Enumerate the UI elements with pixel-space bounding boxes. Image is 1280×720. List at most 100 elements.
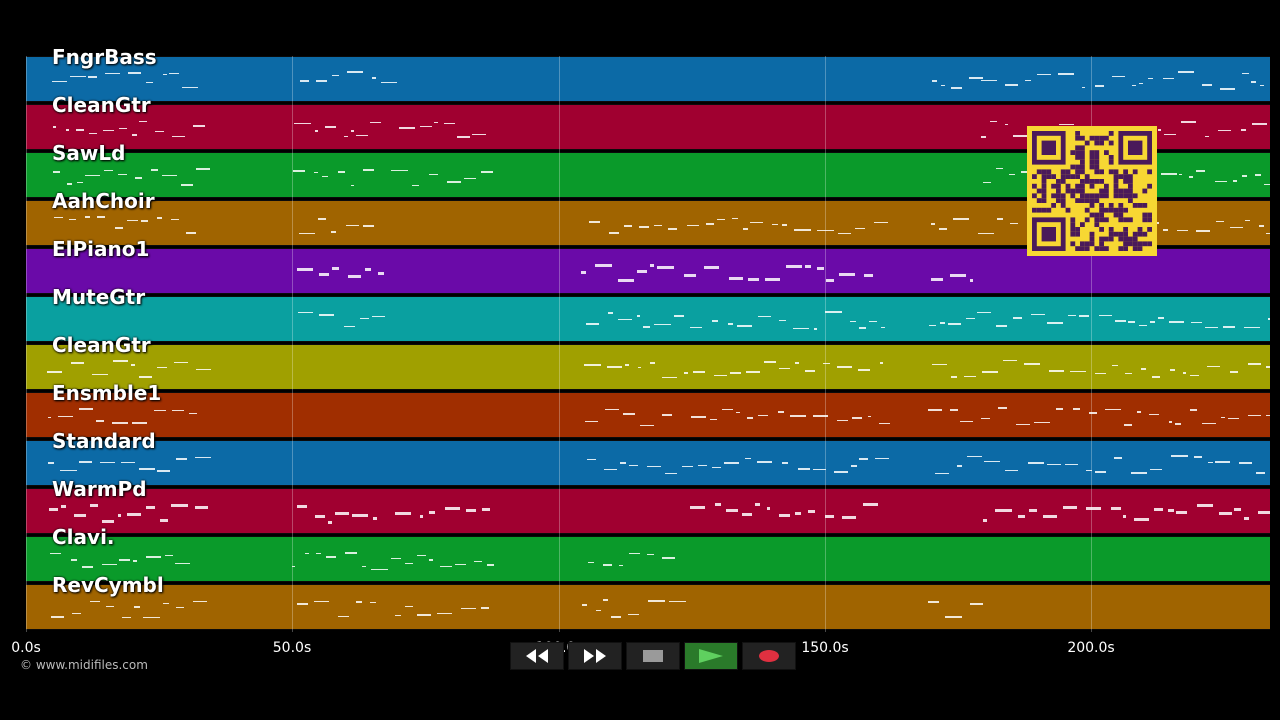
midi-note (639, 226, 650, 228)
midi-note (969, 77, 984, 79)
midi-note (744, 457, 751, 460)
midi-note (757, 315, 772, 318)
midi-note (68, 218, 76, 221)
midi-note (1036, 73, 1051, 76)
midi-note (611, 616, 621, 618)
midi-note (854, 227, 865, 230)
record-button[interactable] (742, 642, 796, 670)
midi-note (156, 366, 168, 369)
midi-note (786, 264, 803, 268)
midi-note (797, 468, 811, 470)
midi-note (154, 130, 164, 133)
midi-note (404, 605, 414, 608)
midi-note (781, 462, 788, 464)
midi-note (131, 134, 138, 136)
midi-note (859, 458, 868, 460)
midi-note (1215, 461, 1230, 463)
midi-note (416, 554, 426, 557)
midi-note (350, 130, 354, 132)
midi-note (97, 216, 106, 218)
midi-note (650, 263, 654, 267)
midi-note (370, 568, 388, 571)
midi-note (838, 232, 851, 235)
midi-note (59, 469, 77, 472)
midi-note (331, 231, 337, 233)
midi-note (151, 169, 158, 171)
midi-note (657, 266, 674, 270)
midi-note (440, 565, 452, 568)
midi-note (1058, 123, 1075, 126)
midi-note (804, 264, 812, 268)
midi-note (481, 607, 489, 609)
midi-note (419, 125, 432, 128)
midi-note (82, 566, 93, 568)
midi-note (746, 417, 753, 419)
midi-note (1018, 515, 1025, 519)
midi-note (627, 613, 640, 616)
midi-note (128, 72, 141, 74)
play-icon (699, 649, 723, 663)
midi-note (1070, 370, 1087, 373)
midi-note (355, 601, 363, 603)
midi-note (318, 218, 327, 220)
midi-note (1182, 372, 1187, 374)
midi-note (162, 73, 167, 76)
midi-note (365, 268, 372, 271)
grid-line (1091, 56, 1092, 632)
midi-note (1229, 371, 1238, 373)
midi-note (1233, 180, 1238, 182)
midi-note (143, 616, 160, 619)
midi-note (777, 411, 784, 413)
midi-note (1098, 314, 1113, 317)
rewind-button[interactable] (510, 642, 564, 670)
midi-note (862, 503, 879, 507)
fast-forward-icon (584, 649, 606, 663)
midi-note (836, 366, 852, 368)
time-tick-label: 0.0s (11, 640, 41, 656)
midi-note (49, 507, 58, 511)
midi-note (714, 374, 728, 377)
midi-note (814, 328, 818, 330)
midi-note (654, 323, 671, 326)
midi-note (766, 507, 770, 511)
midi-note (812, 468, 827, 471)
midi-note (1153, 507, 1164, 511)
midi-note (1255, 472, 1265, 474)
midi-note (581, 271, 587, 275)
fast-forward-button[interactable] (568, 642, 622, 670)
midi-note (113, 360, 129, 362)
midi-note (934, 472, 949, 475)
time-tick-label: 150.0s (801, 640, 849, 656)
midi-note (1047, 322, 1064, 324)
midi-note (1086, 469, 1092, 472)
midi-note (1149, 321, 1156, 323)
track-label: CleanGtr (52, 333, 151, 357)
play-button[interactable] (684, 642, 738, 670)
midi-note (298, 311, 313, 314)
record-icon (759, 650, 779, 662)
midi-note (53, 171, 60, 173)
midi-note (1265, 366, 1270, 368)
midi-note (1105, 408, 1121, 411)
midi-note (608, 312, 614, 314)
stop-button[interactable] (626, 642, 680, 670)
midi-note (1029, 508, 1038, 512)
midi-note (990, 120, 998, 123)
midi-note (1062, 506, 1077, 510)
midi-note (661, 557, 675, 559)
midi-note (824, 311, 842, 313)
midi-note (372, 77, 376, 79)
midi-note (732, 217, 738, 220)
midi-note (1240, 129, 1246, 131)
midi-note (940, 322, 945, 324)
midi-note (299, 232, 316, 235)
midi-note (712, 320, 719, 322)
midi-note (192, 125, 205, 127)
midi-note (480, 171, 493, 173)
midi-note (322, 175, 328, 178)
midi-note (1263, 183, 1270, 186)
midi-note (131, 364, 135, 366)
midi-note (981, 136, 987, 138)
midi-note (1238, 462, 1253, 464)
midi-note (647, 465, 662, 468)
